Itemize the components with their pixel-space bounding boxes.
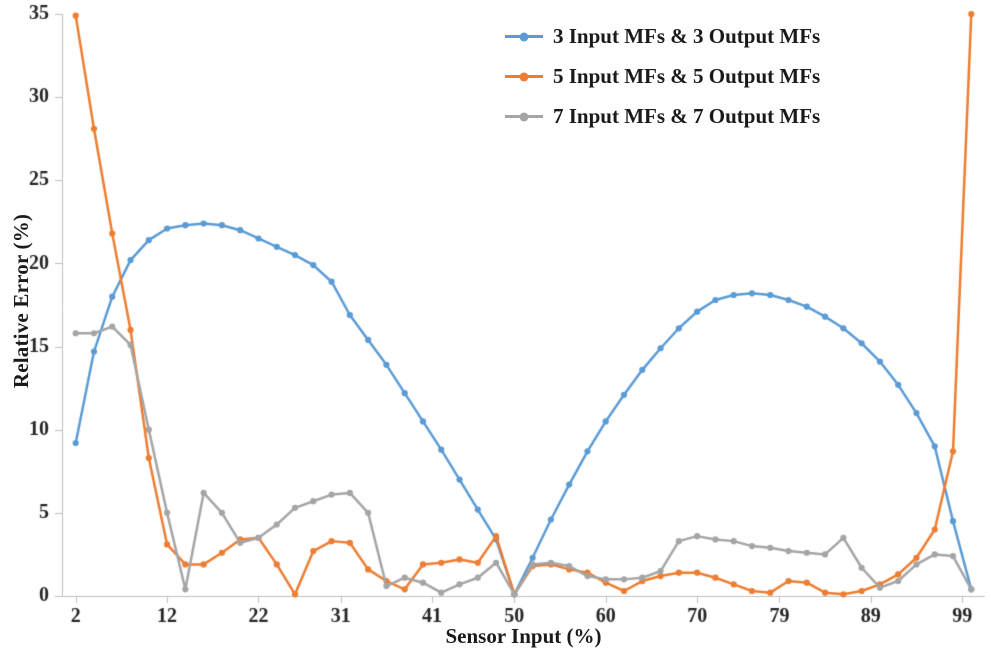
legend-dot-icon [519,112,529,121]
y-axis-title: Relative Error (%) [9,213,33,389]
legend-line-marker-icon [505,112,543,121]
legend-label: 7 Input MFs & 7 Output MFs [553,104,821,128]
legend-dot-icon [519,32,529,41]
legend: 3 Input MFs & 3 Output MFs 5 Input MFs & … [505,24,820,129]
legend-line-marker-icon [505,72,543,81]
legend-label: 3 Input MFs & 3 Output MFs [553,24,821,48]
legend-item-1: 3 Input MFs & 3 Output MFs [505,24,820,49]
legend-label: 5 Input MFs & 5 Output MFs [553,64,821,88]
x-axis-title: Sensor Input (%) [445,624,602,648]
legend-line-marker-icon [505,32,543,41]
legend-item-2: 5 Input MFs & 5 Output MFs [505,64,820,89]
legend-dot-icon [519,72,529,81]
legend-item-3: 7 Input MFs & 7 Output MFs [505,104,820,129]
